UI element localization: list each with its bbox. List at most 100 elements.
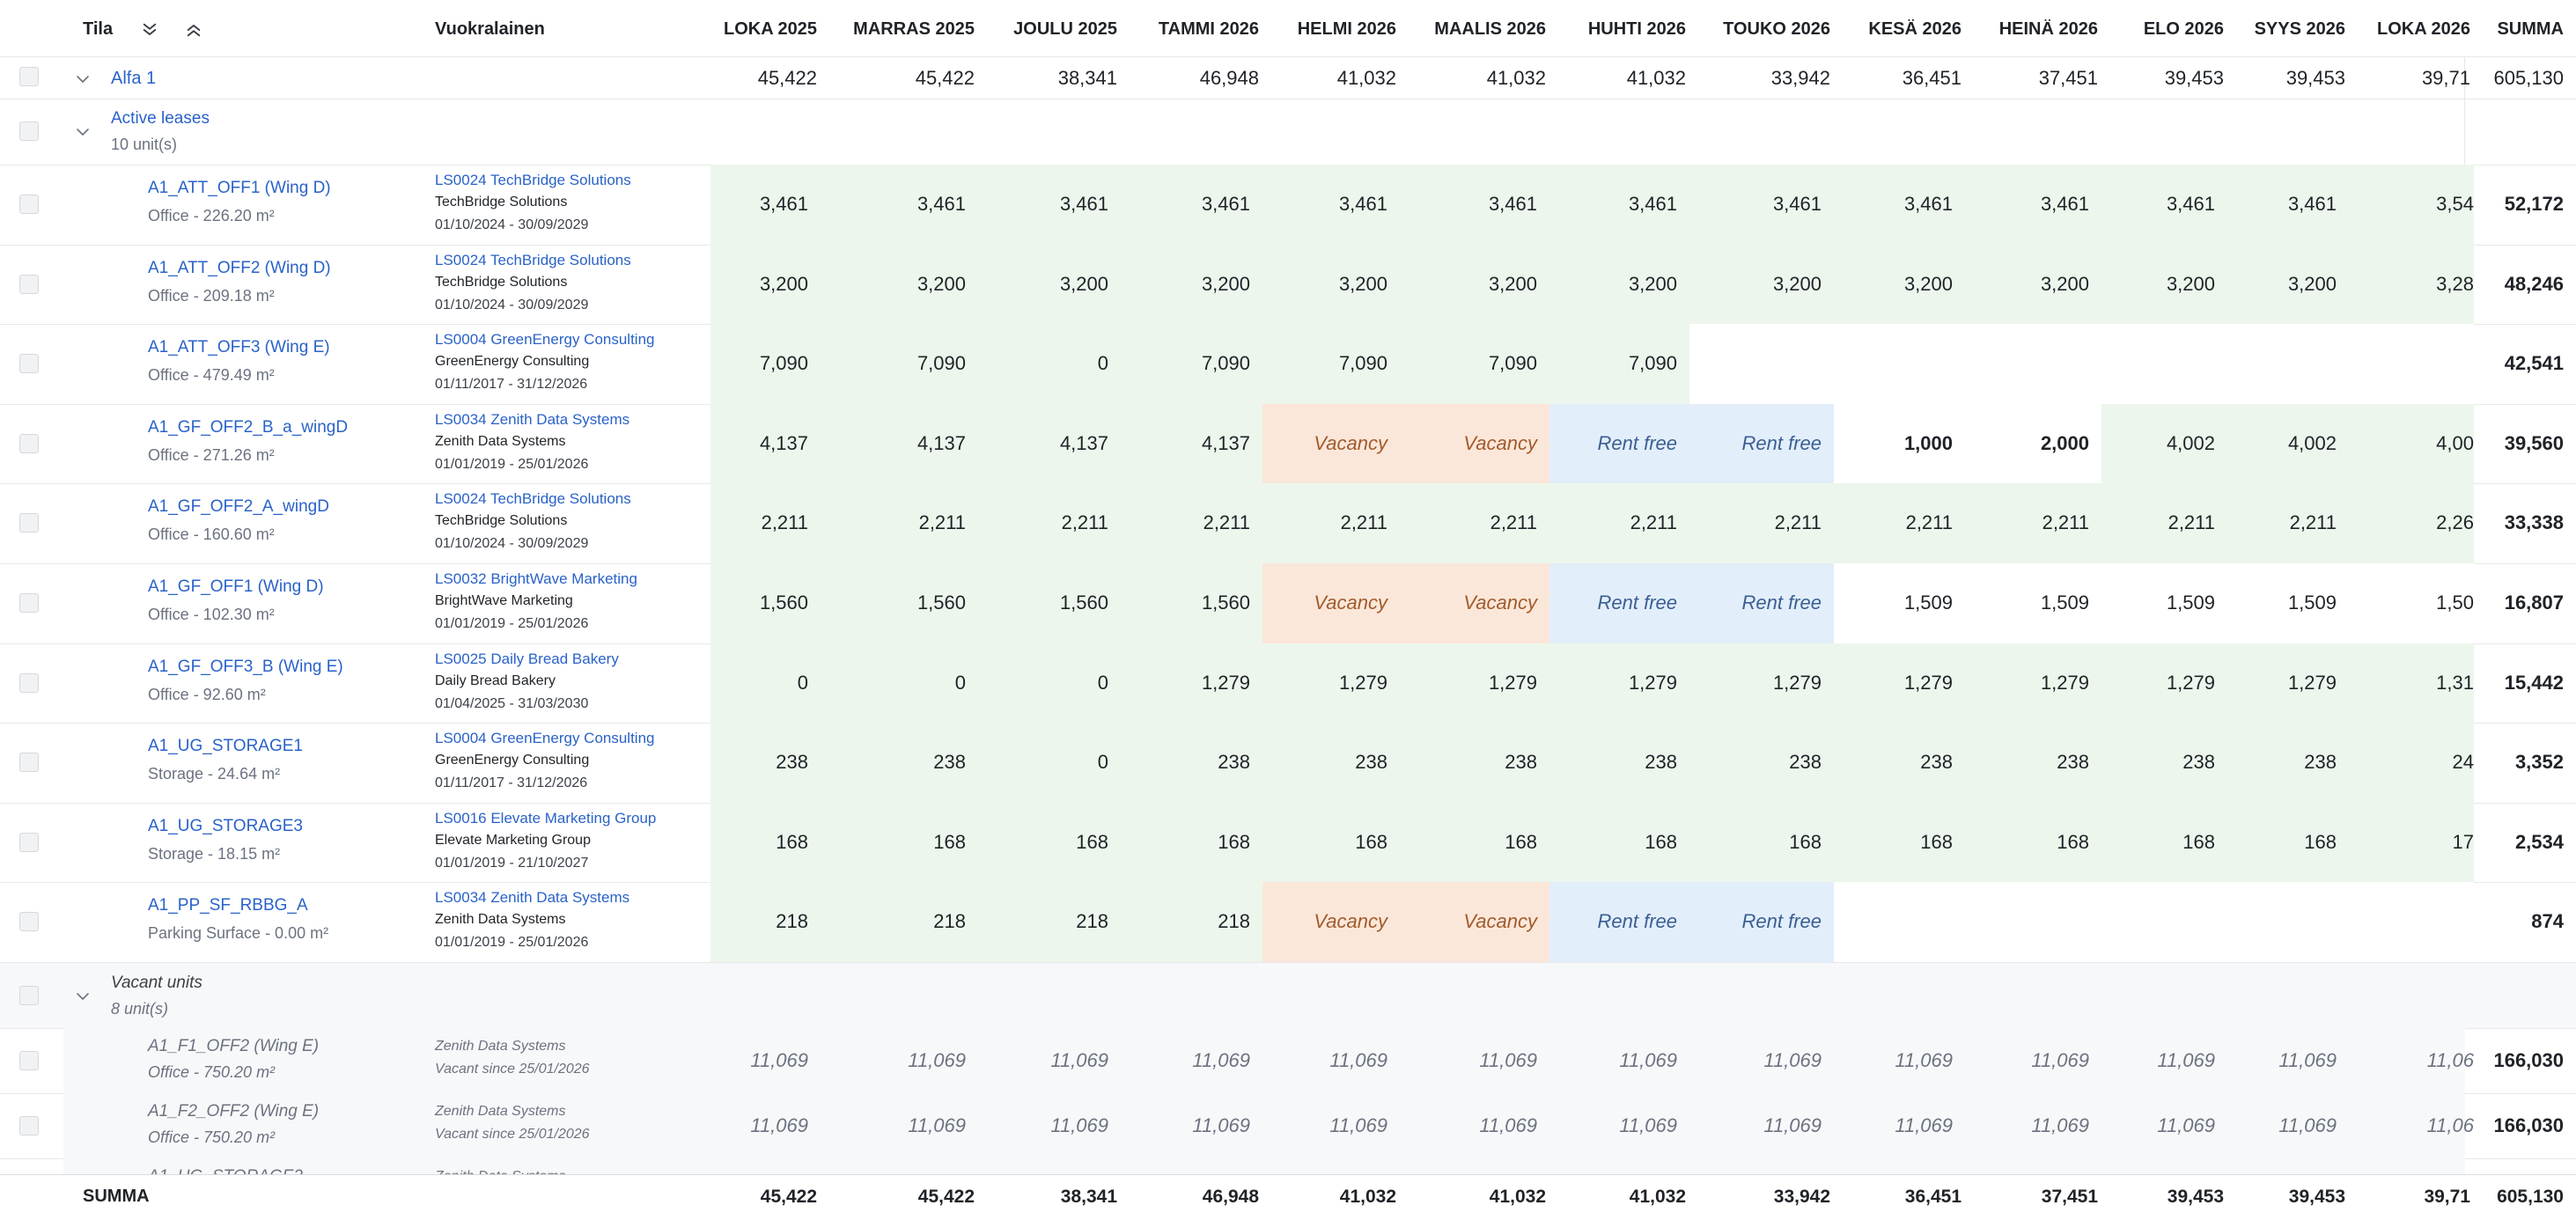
cell-value: 238 [1834,723,1965,803]
vacant-cell-value: 11,069 [1050,1114,1108,1136]
lease-link[interactable]: LS0004 GreenEnergy Consulting [435,730,655,747]
row-checkbox[interactable] [19,1051,39,1070]
header-month[interactable]: KESÄ 2026 [1868,19,1961,39]
cell-value: 168 [1400,802,1549,883]
cell-value: Rent free [1689,403,1834,484]
cell-value: 218 [710,882,821,962]
lease-link[interactable]: LS0016 Elevate Marketing Group [435,809,657,827]
expand-all-icon[interactable] [185,21,204,40]
cell-value: Vacancy [1400,403,1549,484]
lease-link[interactable]: LS0024 TechBridge Solutions [435,251,631,268]
row-checkbox[interactable] [19,274,39,294]
header-month[interactable]: LOKA 2025 [724,19,817,39]
header-month[interactable]: JOULU 2025 [1013,19,1117,39]
cell-value: 1,279 [2227,643,2349,724]
lease-period: 01/10/2024 - 30/09/2029 [435,217,589,232]
cell-value: 168 [2101,802,2227,883]
unit-link[interactable]: A1_ATT_OFF2 (Wing D) [148,258,331,277]
lease-link[interactable]: LS0025 Daily Bread Bakery [435,650,619,667]
chevron-down-icon[interactable] [76,125,90,139]
unit-link[interactable]: A1_ATT_OFF1 (Wing D) [148,179,331,197]
row-checkbox[interactable] [19,195,39,214]
vacant-unit[interactable]: A1_F2_OFF2 (Wing E) [148,1102,320,1121]
vacant-group-count: 8 unit(s) [111,1000,169,1018]
unit-link[interactable]: A1_GF_OFF3_B (Wing E) [148,657,343,676]
header-month[interactable]: TAMMI 2026 [1158,19,1259,39]
lease-link[interactable]: LS0034 Zenith Data Systems [435,410,630,428]
vacant-cell-value: 11,069 [908,1114,966,1136]
header-month[interactable]: ELO 2026 [2143,19,2224,39]
unit-link[interactable]: A1_UG_STORAGE3 [148,816,304,835]
vacant-group-title[interactable]: Vacant units [111,974,202,992]
row-checkbox[interactable] [19,986,39,1005]
footer-month-total: 39,453 [2167,1187,2224,1207]
vacant-cell-value: 11,069 [1192,1114,1250,1136]
row-checkbox[interactable] [19,593,39,613]
header-tila[interactable]: Tila [83,19,114,39]
cell-value: 218 [1121,882,1262,962]
row-checkbox[interactable] [19,753,39,773]
header-month[interactable]: LOKA 2026 [2377,19,2470,39]
lease-period: 01/10/2024 - 30/09/2029 [435,297,589,312]
group-title[interactable]: Active leases [111,109,210,128]
cell-value: 2,211 [1689,483,1834,563]
header-month[interactable]: SYYS 2026 [2254,19,2345,39]
cell-value: 3,461 [2101,165,2227,245]
unit-link[interactable]: A1_GF_OFF1 (Wing D) [148,577,324,596]
unit-link[interactable]: A1_UG_STORAGE1 [148,737,304,756]
unit-subtitle: Storage - 24.64 m² [148,765,281,783]
row-checkbox[interactable] [19,433,39,453]
unit-link[interactable]: A1_GF_OFF2_B_a_wingD [148,417,349,437]
cell-value: 2,211 [1262,483,1400,563]
cell-value [2227,882,2349,962]
property-month-value: 33,942 [1770,67,1830,89]
vacant-unit-subtitle: Office - 750.20 m² [148,1128,276,1146]
vacant-cell-value: 11,069 [1895,1049,1953,1071]
collapse-all-icon[interactable] [141,21,160,40]
unit-link[interactable]: A1_ATT_OFF3 (Wing E) [148,338,330,357]
row-checkbox[interactable] [19,67,39,86]
row-checkbox[interactable] [19,513,39,533]
footer-month-total: 38,341 [1060,1187,1117,1207]
header-month[interactable]: MARRAS 2025 [853,19,975,39]
lease-link[interactable]: LS0024 TechBridge Solutions [435,172,631,188]
property-name[interactable]: Alfa 1 [111,69,157,88]
tenant-name: GreenEnergy Consulting [435,354,590,370]
header-month[interactable]: HEINÄ 2026 [1998,19,2098,39]
row-checkbox[interactable] [19,1116,39,1135]
cell-value: 1,279 [1965,643,2101,724]
cell-value: 1,560 [821,563,978,643]
lease-link[interactable]: LS0032 BrightWave Marketing [435,570,637,587]
header-vuokralainen[interactable]: Vuokralainen [435,19,545,39]
chevron-down-icon[interactable] [76,989,90,1003]
select-all-checkbox[interactable] [0,0,53,56]
unit-link[interactable]: A1_PP_SF_RBBG_A [148,896,308,915]
cell-value [1965,882,2101,962]
cell-value: 7,090 [1400,324,1549,404]
row-checkbox[interactable] [19,354,39,374]
chevron-down-icon[interactable] [76,72,90,86]
header-month[interactable]: MAALIS 2026 [1434,19,1546,39]
header-month[interactable]: HELMI 2026 [1297,19,1396,39]
tenant-name: TechBridge Solutions [435,195,568,209]
vacant-cell-value: 11,069 [1619,1114,1677,1136]
header-summa[interactable]: SUMMA [2497,19,2564,39]
footer-month-total: 46,948 [1202,1187,1259,1207]
row-checkbox[interactable] [19,912,39,932]
lease-link[interactable]: LS0034 Zenith Data Systems [435,889,630,907]
row-checkbox[interactable] [19,121,39,141]
lease-link[interactable]: LS0004 GreenEnergy Consulting [435,331,655,349]
row-checkbox[interactable] [19,672,39,693]
unit-link[interactable]: A1_GF_OFF2_A_wingD [148,497,329,517]
header-month[interactable]: TOUKO 2026 [1723,19,1830,39]
cell-value [1965,324,2101,404]
row-divider [0,962,2576,963]
unit-subtitle: Office - 209.18 m² [148,286,275,305]
header-month[interactable]: HUHTI 2026 [1587,19,1686,39]
vacant-unit[interactable]: A1_F1_OFF2 (Wing E) [148,1037,320,1055]
cell-value: 238 [1400,723,1549,803]
lease-link[interactable]: LS0024 TechBridge Solutions [435,490,631,508]
cell-value: 4,137 [821,403,978,484]
cell-value: 3,200 [1549,244,1689,325]
row-checkbox[interactable] [19,832,39,852]
